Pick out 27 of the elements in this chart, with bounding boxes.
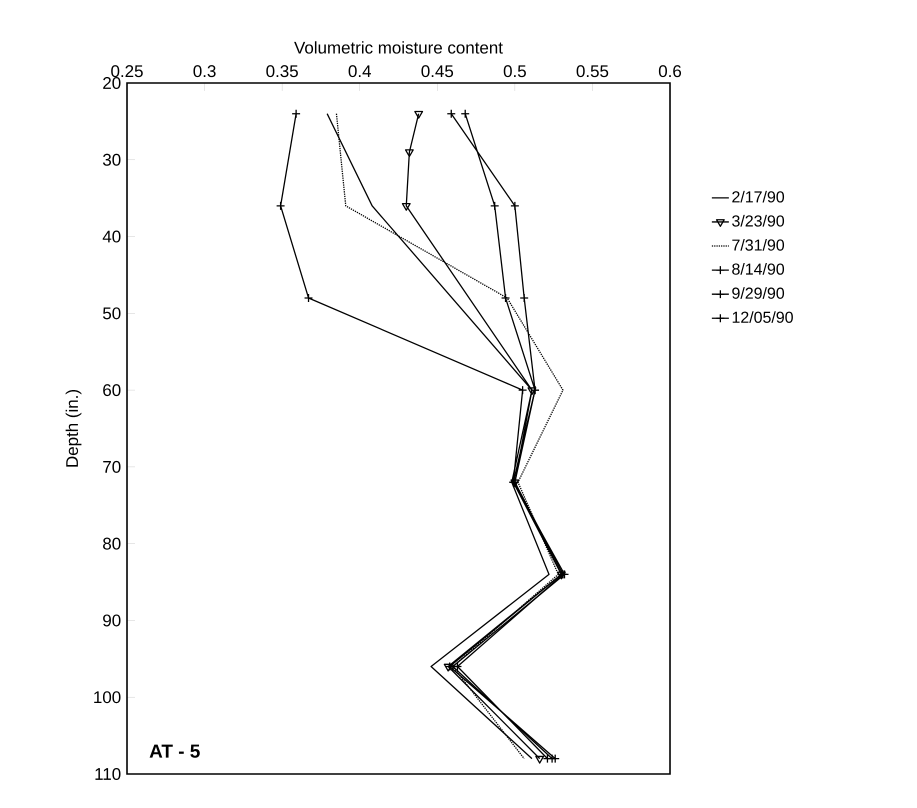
x-axis-title: Volumetric moisture content	[294, 41, 503, 54]
y-tick-label: 110	[95, 768, 121, 780]
x-tick-label: 0.25	[111, 65, 143, 78]
legend-label: 9/29/90	[732, 287, 784, 299]
y-tick-label: 100	[94, 691, 121, 704]
y-tick-label: 60	[103, 384, 121, 396]
y-tick-label: 80	[103, 538, 121, 550]
x-tick-label: 0.55	[576, 65, 608, 78]
y-tick-label: 70	[103, 460, 121, 473]
y-axis-title: Depth (in.)	[66, 390, 82, 467]
x-tick-label: 0.35	[266, 65, 298, 78]
x-tick-label: 0.6	[658, 65, 682, 78]
x-tick-label: 0.3	[193, 65, 216, 78]
y-tick-label: 20	[103, 77, 121, 89]
legend-label: 12/05/90	[732, 311, 793, 323]
legend-label: 3/23/90	[732, 214, 784, 227]
y-tick-label: 90	[103, 614, 121, 626]
annotation: AT - 5	[150, 744, 200, 758]
x-tick-label: 0.4	[348, 65, 371, 78]
y-tick-label: 30	[102, 154, 121, 166]
x-tick-label: 0.5	[504, 65, 526, 78]
x-tick-label: 0.45	[421, 65, 454, 78]
legend-label: 2/17/90	[732, 190, 784, 203]
legend-label: 7/31/90	[732, 238, 784, 251]
legend-label: 8/14/90	[732, 263, 784, 275]
y-tick-label: 40	[102, 230, 121, 243]
y-tick-label: 50	[102, 307, 121, 320]
